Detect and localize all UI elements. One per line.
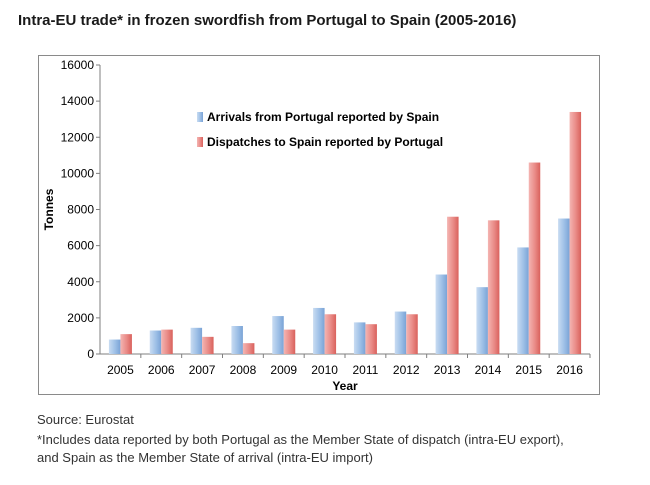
legend-label: Dispatches to Spain reported by Portugal <box>207 135 443 149</box>
bar-dispatches-2007 <box>202 336 214 354</box>
legend-label: Arrivals from Portugal reported by Spain <box>207 110 439 124</box>
bar-dispatches-2013 <box>447 216 459 354</box>
x-tick-label: 2008 <box>230 363 257 377</box>
x-tick-label: 2012 <box>393 363 420 377</box>
x-tick-label: 2016 <box>556 363 583 377</box>
y-tick-label: 6000 <box>67 239 94 253</box>
bar-arrivals-2016 <box>558 218 570 354</box>
footnote-line-2: and Spain as the Member State of arrival… <box>37 450 373 465</box>
bar-arrivals-2007 <box>190 327 203 354</box>
y-tick-label: 0 <box>87 347 94 361</box>
bar-dispatches-2006 <box>161 329 173 354</box>
bar-dispatches-2011 <box>365 324 377 354</box>
bar-dispatches-2014 <box>487 220 500 354</box>
x-tick-label: 2006 <box>148 363 175 377</box>
y-tick-label: 2000 <box>67 311 94 325</box>
y-tick-label: 16000 <box>61 58 95 72</box>
bar-dispatches-2012 <box>406 314 418 354</box>
bar-dispatches-2009 <box>283 329 296 354</box>
legend-swatch <box>197 137 203 147</box>
footnote-line-1: *Includes data reported by both Portugal… <box>37 432 564 447</box>
bar-arrivals-2013 <box>435 274 448 354</box>
bar-arrivals-2005 <box>108 339 121 354</box>
bar-dispatches-2010 <box>324 314 337 354</box>
x-tick-label: 2010 <box>311 363 338 377</box>
bar-dispatches-2008 <box>242 343 255 354</box>
bar-arrivals-2011 <box>353 322 366 354</box>
x-tick-label: 2013 <box>434 363 461 377</box>
bar-dispatches-2015 <box>528 162 541 354</box>
bar-dispatches-2016 <box>569 111 582 355</box>
y-axis-title: Tonnes <box>42 188 56 230</box>
bar-arrivals-2006 <box>149 330 162 354</box>
x-tick-label: 2014 <box>475 363 502 377</box>
bar-arrivals-2010 <box>313 307 325 354</box>
bar-arrivals-2012 <box>394 311 407 354</box>
y-tick-label: 12000 <box>61 130 95 144</box>
source-note: Source: Eurostat <box>37 412 134 427</box>
bar-arrivals-2008 <box>231 326 243 354</box>
bar-arrivals-2014 <box>476 287 488 354</box>
x-tick-label: 2005 <box>107 363 134 377</box>
bar-arrivals-2009 <box>272 316 284 354</box>
y-tick-label: 14000 <box>61 94 95 108</box>
y-tick-label: 4000 <box>67 275 94 289</box>
x-tick-label: 2009 <box>270 363 297 377</box>
x-tick-label: 2015 <box>515 363 542 377</box>
x-tick-label: 2011 <box>353 363 379 377</box>
chart-title: Intra-EU trade* in frozen swordfish from… <box>18 12 517 29</box>
y-tick-label: 10000 <box>61 166 95 180</box>
x-axis-title: Year <box>332 379 358 393</box>
x-tick-label: 2007 <box>189 363 216 377</box>
legend-swatch <box>197 112 203 122</box>
bar-dispatches-2005 <box>120 334 132 354</box>
bar-arrivals-2015 <box>517 247 529 354</box>
y-tick-label: 8000 <box>67 203 94 217</box>
